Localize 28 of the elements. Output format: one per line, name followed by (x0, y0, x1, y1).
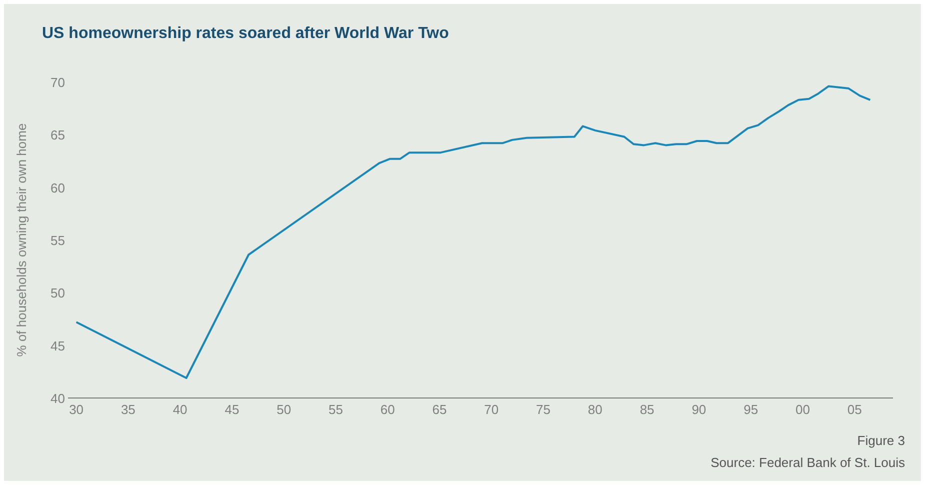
y-tick-label: 70 (50, 75, 65, 90)
x-tick-label: 65 (432, 402, 447, 417)
y-tick-label: 60 (50, 180, 65, 196)
x-tick-label: 80 (588, 402, 602, 417)
y-tick-label: 45 (50, 338, 65, 354)
x-tick-label: 75 (536, 402, 551, 417)
x-tick-label: 05 (847, 402, 862, 417)
x-tick-label: 60 (380, 402, 395, 417)
y-axis-title: % of households owning their own home (14, 123, 29, 357)
caption: Figure 3 (857, 433, 905, 448)
x-tick-label: 55 (328, 402, 343, 417)
y-tick-label: 55 (50, 233, 65, 248)
x-tick-label: 40 (172, 402, 188, 417)
x-tick-label: 30 (69, 402, 84, 417)
x-tick-label: 90 (692, 402, 706, 417)
chart-title: US homeownership rates soared after World War Two (42, 25, 450, 42)
y-tick-label: 65 (50, 128, 65, 143)
line-series (75, 85, 872, 379)
source-note: Source: Federal Bank of St. Louis (710, 455, 906, 470)
x-tick-label: 00 (795, 402, 810, 417)
y-tick-label: 40 (50, 391, 65, 406)
x-tick-label: 35 (120, 402, 136, 417)
x-tick-label: 50 (276, 402, 292, 417)
x-tick-label: 70 (484, 402, 499, 417)
x-tick-label: 85 (640, 402, 654, 417)
x-tick-label: 45 (224, 402, 240, 417)
y-tick-label: 50 (50, 286, 65, 301)
x-tick-label: 95 (744, 402, 758, 417)
